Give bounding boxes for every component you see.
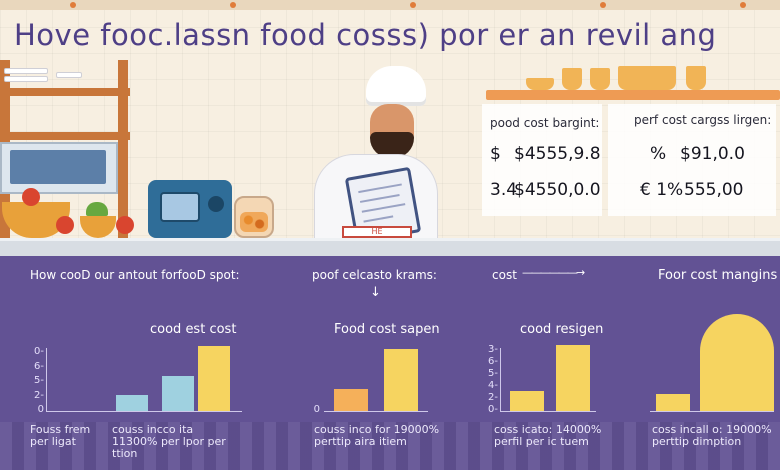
tick-label: 3- xyxy=(488,344,498,355)
chart-bar xyxy=(700,314,774,411)
tick-label: 6- xyxy=(488,356,498,367)
x-axis xyxy=(324,411,428,412)
chart-bar xyxy=(656,394,690,411)
apple-icon xyxy=(22,188,40,206)
tick-label: 0 xyxy=(37,404,44,415)
cup-icon xyxy=(686,66,706,90)
tick-label: 2- xyxy=(488,392,498,403)
section-header: Foor cost mangins xyxy=(658,268,778,283)
stat-value: 3.4 xyxy=(490,180,518,200)
dish-shelf xyxy=(0,60,132,240)
section-header: poof celcasto krams: xyxy=(312,268,437,282)
tick-label: 5- xyxy=(488,368,498,379)
section-header: cost xyxy=(492,268,517,282)
chart-bar xyxy=(510,391,544,411)
page-title: Hove fooc.lassn food cosss) por er an re… xyxy=(14,18,717,52)
stat-header: pood cost bargint: xyxy=(490,116,600,130)
arrow-right-icon: ——————→ xyxy=(522,266,585,279)
y-axis xyxy=(46,348,47,412)
kitchen-illustration: HE pood cost bargint: perf cost cargss l… xyxy=(0,0,780,262)
stat-value: $91,0.0 xyxy=(680,144,745,164)
stat-value: $4550,0.0 xyxy=(514,180,601,200)
greens-icon xyxy=(86,202,108,216)
caption-band xyxy=(0,422,780,470)
right-shelf xyxy=(486,90,780,100)
x-axis xyxy=(650,411,774,412)
stat-value: 555,00 xyxy=(684,180,744,200)
x-axis xyxy=(500,411,596,412)
chart-bar xyxy=(384,349,418,411)
stat-value: % xyxy=(650,144,667,164)
chart-bar xyxy=(116,395,148,411)
stat-value: € 1% xyxy=(640,180,684,200)
chart-title: cood est cost xyxy=(150,322,237,337)
chart-caption: couss inco for 19000% perttip aira itiem xyxy=(314,423,440,448)
tomato-icon xyxy=(56,216,74,234)
y-axis xyxy=(500,348,501,412)
chef-figure: HE xyxy=(300,62,440,246)
tick-label: 4- xyxy=(488,380,498,391)
chart-title: Food cost sapen xyxy=(334,322,440,337)
board-label: HE xyxy=(342,226,412,238)
tick-label: 5- xyxy=(34,375,44,386)
cup-icon xyxy=(590,68,610,90)
chart-caption: Fouss frem per ligat xyxy=(30,423,91,448)
arrow-down-icon: ↓ xyxy=(370,285,381,300)
stat-header: perf cost cargss lirgen: xyxy=(634,113,772,127)
bowl-icon xyxy=(80,216,116,238)
tick-label: 6- xyxy=(34,361,44,372)
tick-label: 0 xyxy=(313,404,320,415)
counter-top xyxy=(0,238,780,256)
cup-icon xyxy=(562,68,582,90)
chart-bar xyxy=(198,346,230,411)
tick-label: 0- xyxy=(34,346,44,357)
section-header: How cooD our antout forfooD spot: xyxy=(30,268,240,282)
tick-label: 0- xyxy=(488,404,498,415)
tomato-icon xyxy=(116,216,134,234)
stats-card xyxy=(482,104,602,216)
cup-icon xyxy=(526,78,554,90)
top-decor-strip xyxy=(0,0,780,10)
stat-value: $ xyxy=(490,144,501,164)
chart-title: cood resigen xyxy=(520,322,604,337)
chart-caption: coss icato: 14000% perfil per ic tuem xyxy=(494,423,602,448)
chef-hat-icon xyxy=(366,66,426,106)
chart-caption: coss incall o: 19000% perttip dimption xyxy=(652,423,772,448)
x-axis xyxy=(46,411,242,412)
tick-label: 2- xyxy=(34,390,44,401)
chart-caption: couss incco ita 11300% per lpor per ttio… xyxy=(112,423,226,460)
stats-card xyxy=(608,104,776,216)
chart-bar xyxy=(334,389,368,411)
stat-value: $4555,9.8 xyxy=(514,144,601,164)
chart-bar xyxy=(556,345,590,411)
chart-bar xyxy=(162,376,194,411)
cup-icon xyxy=(618,66,676,90)
